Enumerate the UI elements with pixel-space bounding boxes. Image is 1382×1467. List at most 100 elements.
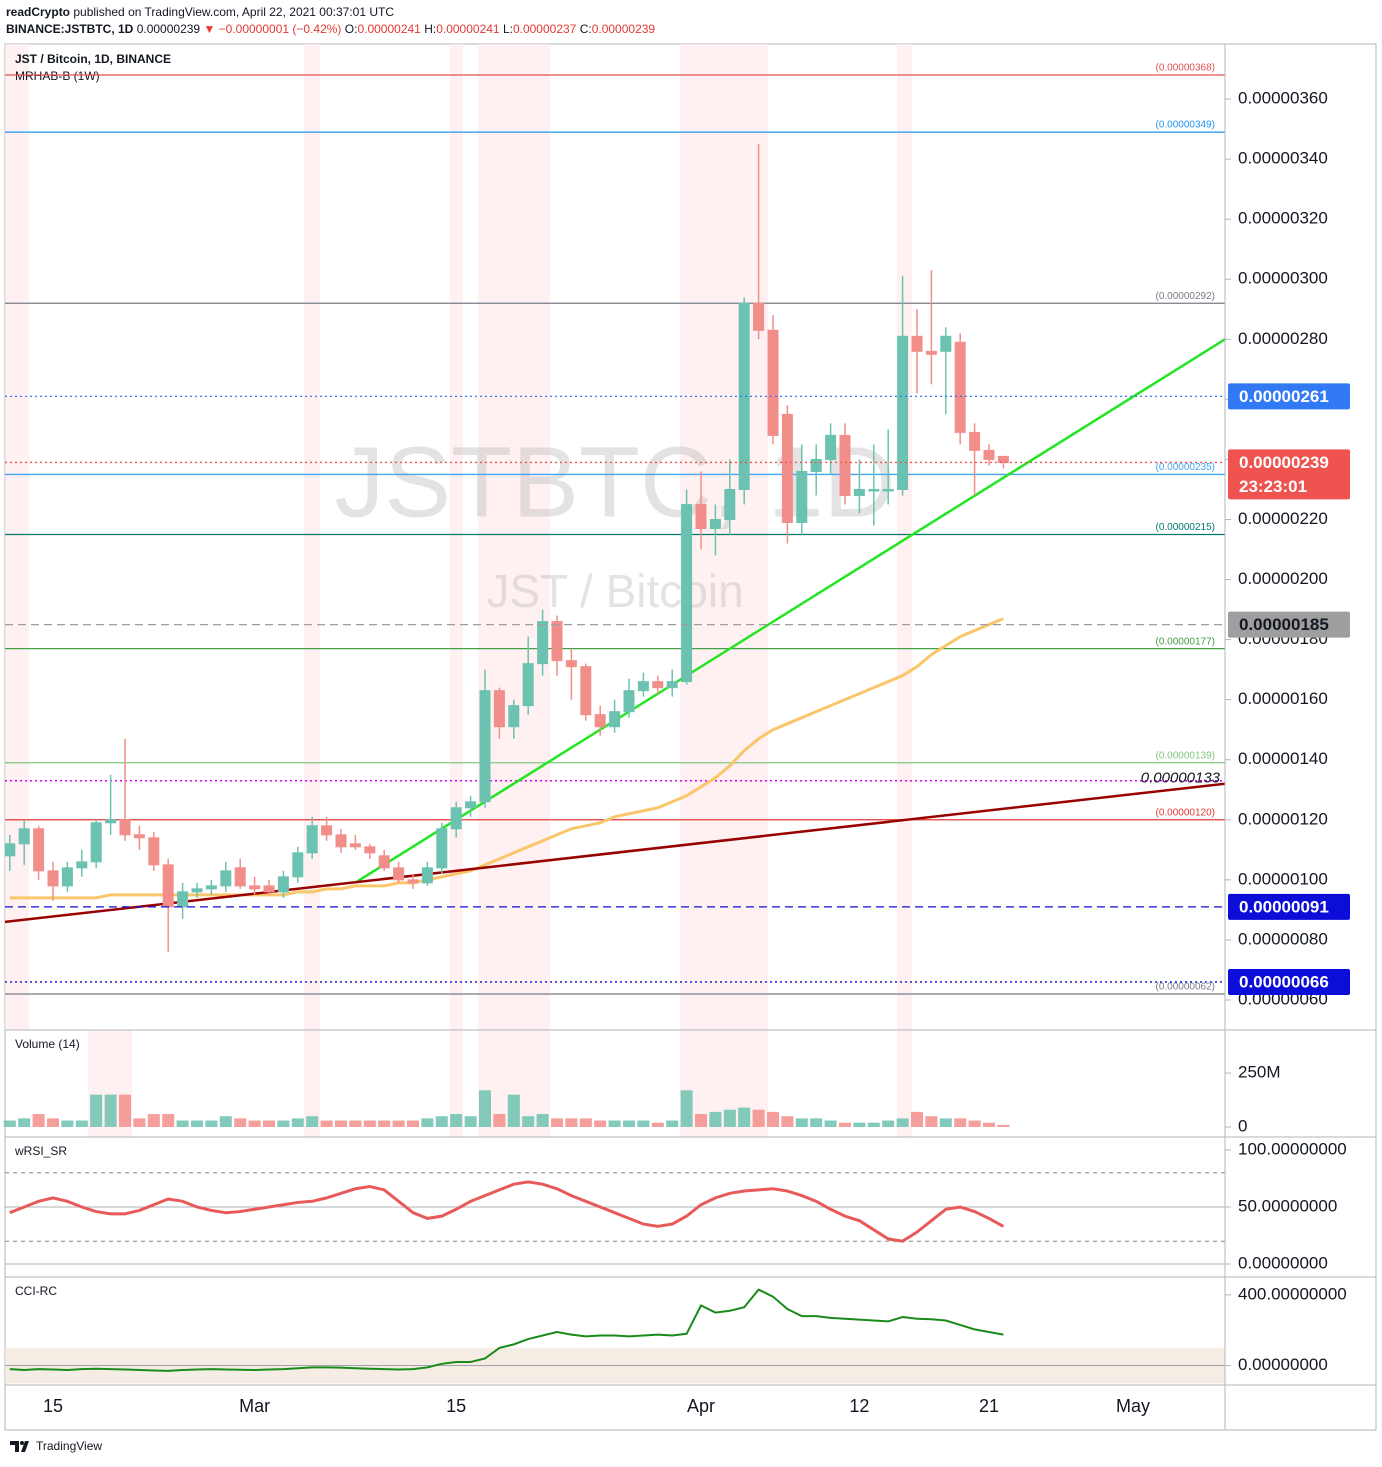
candle-body <box>508 705 520 728</box>
candle-body <box>983 449 995 460</box>
c-value: 0.00000239 <box>591 22 656 36</box>
level-label: (0.00000368) <box>1156 63 1216 74</box>
x-tick-label: 15 <box>43 1396 63 1416</box>
candle-body <box>781 413 793 523</box>
volume-bar <box>119 1094 131 1127</box>
price-tag <box>1228 893 1350 920</box>
level-label: (0.00000120) <box>1156 807 1216 818</box>
y-tick-label: 0.00000140 <box>1238 749 1328 768</box>
volume-title: Volume (14) <box>15 1037 80 1051</box>
volume-bar <box>61 1120 74 1127</box>
volume-bar <box>147 1114 160 1127</box>
price-tag <box>1228 611 1350 638</box>
volume-bar <box>162 1114 175 1127</box>
logo <box>10 1441 29 1452</box>
candle-body <box>378 855 390 869</box>
volume-bar <box>882 1120 895 1127</box>
volume-bar <box>277 1120 290 1127</box>
moving-average <box>9 617 1004 900</box>
volume-bar <box>925 1116 938 1127</box>
x-tick-label: Mar <box>239 1396 270 1416</box>
watermark: JSTBTC, 1D <box>334 426 895 538</box>
volume-bar <box>104 1094 117 1127</box>
candle-body <box>767 329 779 436</box>
volume-bar <box>493 1114 506 1127</box>
volume-bar <box>363 1120 376 1127</box>
candle-body <box>479 690 491 803</box>
volume-bar <box>479 1090 491 1127</box>
candle-body <box>796 470 808 523</box>
candle-body <box>349 843 361 848</box>
y-tick-label: 0.00000100 <box>1238 869 1328 888</box>
volume-bar <box>795 1118 808 1127</box>
volume-bar <box>911 1111 923 1127</box>
volume-bar <box>767 1111 779 1127</box>
volume-bar <box>752 1109 765 1127</box>
volume-bar <box>133 1118 146 1127</box>
candle-body <box>882 488 894 492</box>
candle-body <box>681 503 693 683</box>
candle-body <box>33 828 45 872</box>
level-label: (0.00000235) <box>1156 462 1216 473</box>
price-tag-label: 0.00000185 <box>1239 615 1329 634</box>
h-label: H: <box>424 22 437 36</box>
candle-body <box>551 621 563 662</box>
candle-body <box>666 681 678 689</box>
volume-bar <box>536 1114 549 1127</box>
candle-body <box>839 434 851 496</box>
candle-body <box>853 488 865 496</box>
y-tick-label: 0.00000000 <box>1238 1253 1328 1272</box>
candle-body <box>47 870 59 887</box>
volume-bar <box>32 1114 45 1127</box>
volume-bar <box>306 1116 319 1127</box>
candle-body <box>997 455 1009 463</box>
candle-body <box>220 870 232 887</box>
volume-bar <box>637 1120 650 1127</box>
candle-body <box>897 335 909 490</box>
candle-body <box>940 335 952 352</box>
candle-body <box>321 825 333 836</box>
price-tag <box>1228 383 1350 410</box>
volume-bar <box>392 1120 405 1127</box>
candle-body <box>277 876 289 893</box>
x-tick-label: 15 <box>446 1396 466 1416</box>
candle-body <box>652 681 664 689</box>
volume-bar <box>291 1118 304 1127</box>
price-tag-label: 0.00000091 <box>1239 897 1329 916</box>
candle-body <box>925 350 937 355</box>
volume-bar <box>695 1114 707 1127</box>
volume-bar <box>248 1120 261 1127</box>
candle-body <box>18 828 30 845</box>
volume-bar <box>997 1124 1010 1127</box>
candle-body <box>393 867 405 881</box>
volume-bar <box>608 1120 621 1127</box>
volume-bar <box>666 1120 679 1127</box>
volume-bar <box>320 1120 333 1127</box>
y-tick-label: 0.00000280 <box>1238 329 1328 348</box>
watermark-sub: JST / Bitcoin <box>486 565 743 617</box>
y-tick-label: 400.00000000 <box>1238 1284 1347 1303</box>
volume-bar <box>176 1120 189 1127</box>
y-tick-label: 0.00000160 <box>1238 689 1328 708</box>
price-axis: 0.00000360 0.00000340 0.00000320 0.00000300… <box>1225 89 1350 1008</box>
candle-body <box>306 825 318 854</box>
l-value: 0.00000237 <box>512 22 577 36</box>
volume-bar <box>983 1122 995 1127</box>
volume-bar <box>522 1116 535 1127</box>
price-tag <box>1228 449 1350 500</box>
level-label: (0.00000349) <box>1156 120 1216 131</box>
volume-bar <box>75 1120 88 1127</box>
candle-body <box>133 834 145 839</box>
x-tick-label: Apr <box>687 1396 715 1416</box>
candle-body <box>580 666 592 716</box>
candle-body <box>234 867 246 887</box>
candle-body <box>335 834 347 848</box>
volume-bar <box>450 1114 463 1127</box>
level-label: (0.00000215) <box>1156 522 1216 533</box>
candle-body <box>810 458 822 472</box>
volume-bar <box>738 1107 751 1127</box>
volume-bar <box>335 1120 347 1127</box>
volume-bar <box>205 1120 218 1127</box>
x-tick-label: 12 <box>849 1396 869 1416</box>
